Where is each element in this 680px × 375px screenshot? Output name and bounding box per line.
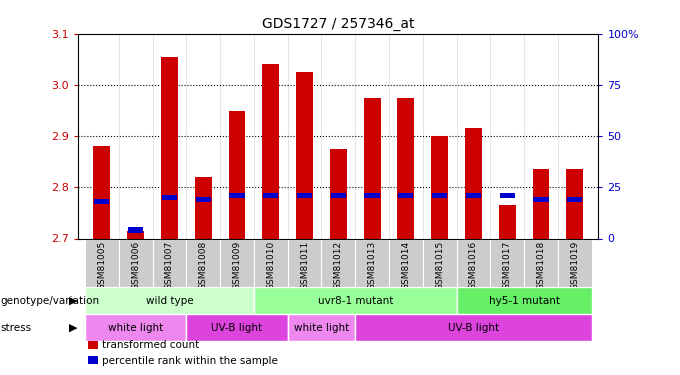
Bar [355,238,389,287]
Bar [533,197,549,202]
Text: white light: white light [294,323,349,333]
Text: GSM81009: GSM81009 [233,241,241,290]
Bar [93,146,110,238]
Text: GSM81012: GSM81012 [334,241,343,290]
Text: white light: white light [108,323,163,333]
Bar [85,287,254,314]
Bar [85,314,186,341]
Text: hy5-1 mutant: hy5-1 mutant [489,296,560,306]
Text: GSM81017: GSM81017 [503,241,511,290]
Bar [330,149,347,238]
Text: GSM81016: GSM81016 [469,241,478,290]
Bar [85,238,119,287]
Bar [288,238,322,287]
Bar [263,193,278,198]
Bar [558,238,592,287]
Text: GSM81006: GSM81006 [131,241,140,290]
Bar [490,238,524,287]
Text: UV-B light: UV-B light [448,323,499,333]
Text: GSM81015: GSM81015 [435,241,444,290]
Bar [127,231,144,238]
Text: GSM81018: GSM81018 [537,241,545,290]
Bar [432,193,447,198]
Text: wild type: wild type [146,296,193,306]
Bar [229,193,245,198]
Text: GSM81011: GSM81011 [300,241,309,290]
Text: ▶: ▶ [69,296,78,306]
Bar [162,195,177,200]
Bar [262,64,279,238]
Bar [152,238,186,287]
Bar [296,72,313,238]
Bar [196,197,211,202]
Bar [128,228,143,233]
Bar [466,193,481,198]
Bar [297,193,312,198]
Bar [254,287,456,314]
Bar [567,197,582,202]
Text: GSM81013: GSM81013 [368,241,377,290]
Bar [524,238,558,287]
Text: GSM81008: GSM81008 [199,241,207,290]
Bar [364,98,381,238]
Bar [161,57,178,238]
Text: stress: stress [0,323,31,333]
Bar [389,238,423,287]
Text: GSM81010: GSM81010 [267,241,275,290]
Bar [364,193,379,198]
Bar [532,170,549,238]
Title: GDS1727 / 257346_at: GDS1727 / 257346_at [262,17,415,32]
Bar [398,193,413,198]
Text: GSM81014: GSM81014 [401,241,410,290]
Legend: transformed count, percentile rank within the sample: transformed count, percentile rank withi… [84,336,282,370]
Text: uvr8-1 mutant: uvr8-1 mutant [318,296,393,306]
Bar [498,205,515,238]
Bar [322,238,355,287]
Bar [355,314,592,341]
Text: GSM81007: GSM81007 [165,241,174,290]
Bar [220,238,254,287]
Text: ▶: ▶ [69,323,78,333]
Bar [288,314,355,341]
Bar [95,199,109,204]
Bar [423,238,456,287]
Bar [456,238,490,287]
Text: GSM81019: GSM81019 [571,241,579,290]
Bar [500,193,515,198]
Text: UV-B light: UV-B light [211,323,262,333]
Bar [194,177,211,238]
Bar [254,238,288,287]
Bar [465,129,482,238]
Bar [119,238,152,287]
Bar [397,98,414,238]
Text: GSM81005: GSM81005 [97,241,106,290]
Text: genotype/variation: genotype/variation [0,296,99,306]
Bar [228,111,245,238]
Bar [186,238,220,287]
Bar [431,136,448,238]
Bar [566,170,583,238]
Bar [456,287,592,314]
Bar [186,314,288,341]
Bar [330,193,346,198]
